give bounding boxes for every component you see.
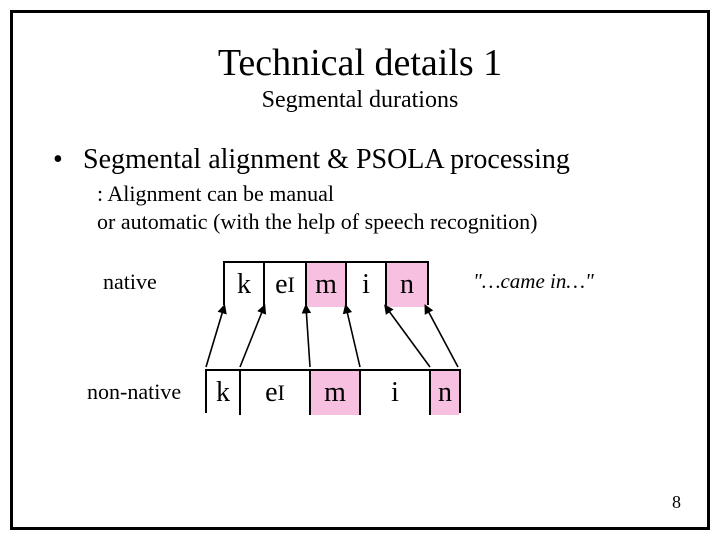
phoneme-row-native: keImin: [223, 261, 429, 305]
phoneme-cell: k: [225, 263, 265, 307]
alignment-arrow: [240, 307, 264, 367]
slide-subtitle: Segmental durations: [53, 87, 667, 114]
slide-title: Technical details 1: [53, 41, 667, 85]
subline-2: or automatic (with the help of speech re…: [97, 208, 667, 236]
alignment-arrow: [426, 307, 458, 367]
phoneme-cell: n: [387, 263, 427, 307]
bullet-text: Segmental alignment & PSOLA processing: [83, 144, 570, 176]
phoneme-cell: m: [311, 371, 361, 415]
alignment-arrow: [346, 307, 360, 367]
quote-text: "…came in…": [473, 269, 594, 294]
phoneme-cell: m: [307, 263, 347, 307]
phoneme-cell: eI: [241, 371, 311, 415]
phoneme-row-nonnative: keImin: [205, 369, 461, 413]
phoneme-cell: eI: [265, 263, 307, 307]
alignment-diagram: native non-native "…came in…" keImin keI…: [53, 261, 667, 441]
phoneme-cell: k: [207, 371, 241, 415]
bullet-item: • Segmental alignment & PSOLA processing: [53, 144, 667, 176]
phoneme-cell: n: [431, 371, 459, 415]
phoneme-cell: i: [361, 371, 431, 415]
alignment-arrow: [306, 307, 310, 367]
phoneme-cell: i: [347, 263, 387, 307]
label-native: native: [103, 269, 157, 295]
subline-1: : Alignment can be manual: [97, 180, 667, 208]
alignment-arrow: [206, 307, 224, 367]
slide-frame: Technical details 1 Segmental durations …: [10, 10, 710, 530]
bullet-dot: •: [53, 144, 83, 176]
alignment-arrow: [386, 307, 430, 367]
label-nonnative: non-native: [87, 379, 181, 405]
slide-number: 8: [672, 492, 681, 513]
